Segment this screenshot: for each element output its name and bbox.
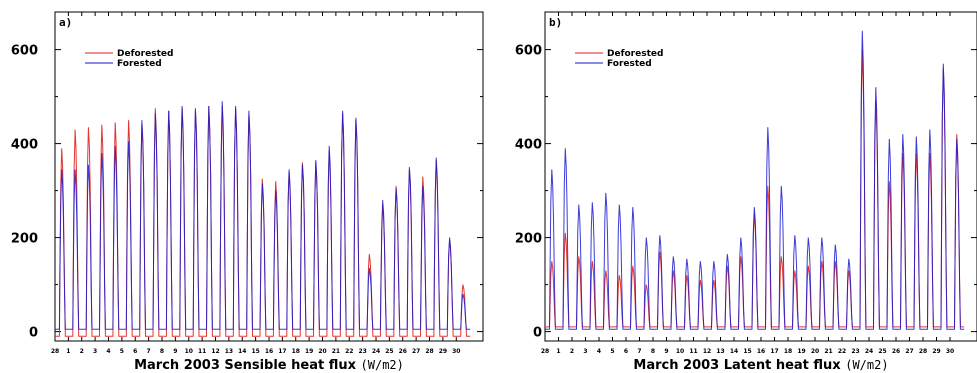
x-tick-label: 4: [597, 348, 601, 355]
x-tick-label: 5: [120, 348, 124, 355]
x-tick-label: 11: [198, 348, 206, 355]
x-axis-label-text: March 2003 Latent heat flux: [633, 358, 845, 373]
x-tick-label: 21: [332, 348, 340, 355]
x-tick-label: 18: [292, 348, 300, 355]
x-tick-label: 15: [251, 348, 259, 355]
x-tick-label: 13: [225, 348, 233, 355]
x-tick-label: 30: [946, 348, 954, 355]
x-tick-label: 28: [51, 348, 59, 355]
x-tick-label: 25: [385, 348, 393, 355]
x-tick-label: 8: [651, 348, 655, 355]
x-axis-label: March 2003 Latent heat flux (W/m2): [633, 358, 888, 373]
x-tick-label: 1: [556, 348, 560, 355]
y-tick-label: 200: [515, 232, 542, 247]
x-tick-label: 1: [66, 348, 70, 355]
x-tick-label: 24: [372, 348, 380, 355]
x-tick-label: 20: [811, 348, 819, 355]
x-tick-label: 27: [412, 348, 420, 355]
x-tick-label: 5: [610, 348, 614, 355]
panel-a-sensible-heat-flux: 28 1 2 3 4 5 6 7 8 9 10 11 12 13 14 15 16 17 18 19 20 21 22 23 2…: [11, 11, 484, 373]
legend-label-forested: Forested: [607, 59, 652, 69]
x-tick-label: 29: [439, 348, 447, 355]
x-tick-label: 20: [318, 348, 326, 355]
x-tick-label: 22: [838, 348, 846, 355]
x-tick-label: 29: [932, 348, 940, 355]
y-tick-label: 600: [515, 44, 542, 59]
x-tick-label: 9: [173, 348, 177, 355]
x-tick-label: 11: [689, 348, 697, 355]
x-tick-label: 28: [541, 348, 549, 355]
x-tick-label: 12: [703, 348, 711, 355]
y-tick-label: 400: [11, 138, 38, 153]
x-tick-label: 28: [425, 348, 433, 355]
x-tick-label: 27: [905, 348, 913, 355]
x-tick-label: 10: [676, 348, 684, 355]
x-tick-label: 19: [305, 348, 313, 355]
x-tick-label: 2: [570, 348, 574, 355]
x-tick-label: 16: [757, 348, 765, 355]
y-tick-label: 0: [29, 326, 38, 341]
x-tick-label: 26: [399, 348, 407, 355]
x-tick-label: 6: [133, 348, 137, 355]
x-tick-label: 14: [238, 348, 246, 355]
x-tick-label: 13: [716, 348, 724, 355]
x-tick-label: 14: [730, 348, 738, 355]
x-tick-label: 7: [147, 348, 151, 355]
x-tick-label: 16: [265, 348, 273, 355]
y-tick-label: 600: [11, 44, 38, 59]
panel-label: a): [59, 16, 72, 29]
x-tick-label: 9: [664, 348, 668, 355]
x-tick-label: 4: [106, 348, 110, 355]
x-axis-label: March 2003 Sensible heat flux (W/m2): [134, 358, 404, 373]
x-tick-label: 10: [185, 348, 193, 355]
x-axis-label-unit: (W/m2): [361, 358, 404, 372]
series-line-forested: [545, 30, 965, 330]
series-line-forested: [55, 101, 471, 330]
x-axis-label-unit: (W/m2): [845, 358, 888, 372]
legend-label-forested: Forested: [117, 59, 162, 69]
x-tick-label: 22: [345, 348, 353, 355]
x-tick-label: 23: [851, 348, 859, 355]
x-tick-label: 23: [358, 348, 366, 355]
panel-b-latent-heat-flux: 28 1 2 3 4 5 6 7 8 9 10 11 12 13 14 15 16 17 18 19 20 21 22 23 2…: [515, 11, 977, 373]
y-tick-label: 200: [11, 232, 38, 247]
x-tick-label: 19: [797, 348, 805, 355]
x-tick-label: 25: [878, 348, 886, 355]
x-tick-label: 28: [919, 348, 927, 355]
x-axis-label-text: March 2003 Sensible heat flux: [134, 358, 360, 373]
x-tick-label: 15: [743, 348, 751, 355]
x-tick-label: 12: [211, 348, 219, 355]
legend-label-deforested: Deforested: [607, 49, 663, 59]
x-tick-label: 8: [160, 348, 164, 355]
y-tick-label: 0: [533, 326, 542, 341]
x-tick-label: 30: [452, 348, 460, 355]
y-tick-label: 400: [515, 138, 542, 153]
x-tick-label: 18: [784, 348, 792, 355]
x-tick-label: 2: [80, 348, 84, 355]
x-tick-label: 6: [624, 348, 628, 355]
x-tick-label: 3: [93, 348, 97, 355]
panel-label: b): [549, 16, 562, 29]
x-tick-label: 7: [637, 348, 641, 355]
x-tick-label: 17: [278, 348, 286, 355]
x-tick-label: 17: [770, 348, 778, 355]
x-tick-label: 21: [824, 348, 832, 355]
x-tick-label: 26: [892, 348, 900, 355]
x-tick-label: 3: [583, 348, 587, 355]
x-tick-label: 24: [865, 348, 873, 355]
legend-label-deforested: Deforested: [117, 49, 173, 59]
